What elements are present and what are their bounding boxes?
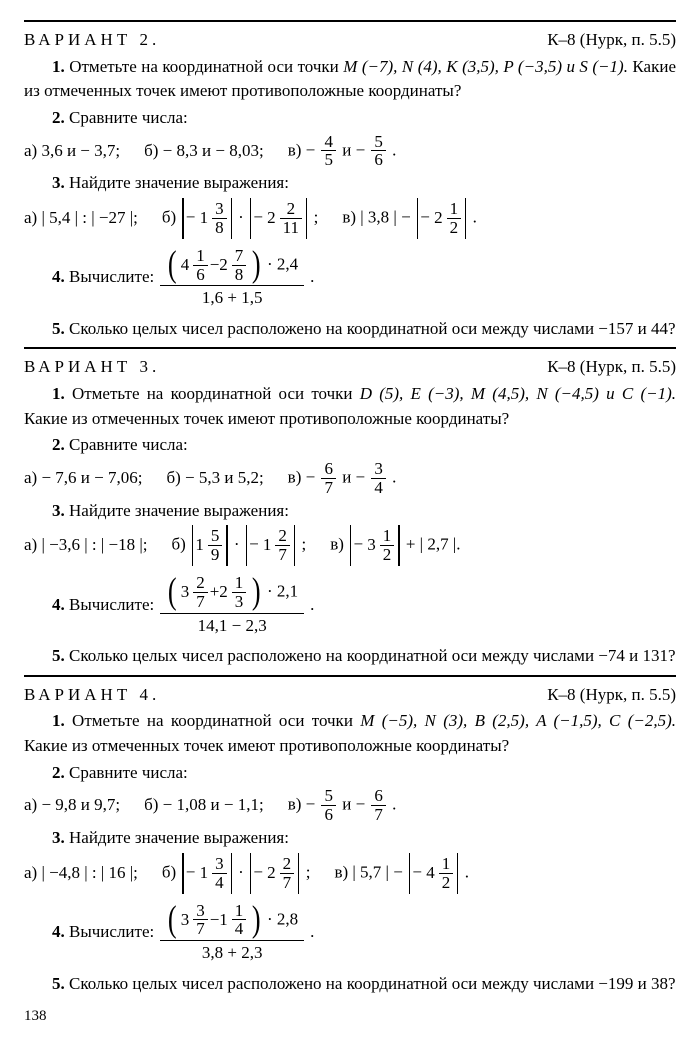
item-b: б) − 138 · − 2211 ;	[162, 198, 318, 239]
task-text: Вычислите:	[65, 267, 154, 286]
task-5: 5. Сколько целых чисел расположено на ко…	[24, 644, 676, 669]
task-3: 3. Найдите значение выражения:	[24, 171, 676, 196]
page-number: 138	[24, 1006, 676, 1028]
abs: − 138	[180, 198, 233, 239]
variant-title: ВАРИАНТ 4.	[24, 683, 160, 708]
task-5: 5. Сколько целых чисел расположено на ко…	[24, 972, 676, 997]
task-3: 3. Найдите значение выражения:	[24, 499, 676, 524]
paren: 416 − 278	[166, 247, 263, 284]
task-num: 5.	[52, 319, 65, 338]
task-2: 2. Сравните числа:	[24, 106, 676, 131]
task-5: 5. Сколько целых чисел расположено на ко…	[24, 317, 676, 342]
task-3: 3. Найдите значение выражения:	[24, 826, 676, 851]
abs: − 212	[415, 198, 468, 239]
item-c: в) | 3,8 | − − 212 .	[342, 198, 477, 239]
task-2: 2. Сравните числа:	[24, 761, 676, 786]
task-3-items: а) | 5,4 | : | −27 |; б) − 138 · − 2211 …	[24, 198, 676, 239]
task-2-items: а) − 9,8 и 9,7; б) − 1,08 и − 1,1; в) − …	[24, 787, 676, 824]
task-2: 2. Сравните числа:	[24, 433, 676, 458]
task-4: 4. Вычислите: 327 + 213 · 2,1 14,1 − 2,3…	[24, 568, 676, 642]
variant-title: ВАРИАНТ 3.	[24, 355, 160, 380]
big-fraction: 327 + 213 · 2,1 14,1 − 2,3	[160, 572, 304, 638]
fraction: 56	[371, 133, 386, 170]
task-4: 4. Вычислите: 416 − 278 · 2,4 1,6 + 1,5 …	[24, 241, 676, 315]
variant-header: ВАРИАНТ 3. К–8 (Нурк, п. 5.5)	[24, 355, 676, 380]
points: M (−7), N (4), K (3,5), P (−3,5) и S (−1…	[343, 57, 628, 76]
task-1: 1. Отметьте на координатной оси точки M …	[24, 709, 676, 758]
task-3-items: а) | −3,6 | : | −18 |; б) 159 · − 127 ; …	[24, 525, 676, 566]
task-text: Отметьте на координатной оси точки	[65, 57, 344, 76]
variant-3-block: ВАРИАНТ 3. К–8 (Нурк, п. 5.5) 1. Отметьт…	[24, 347, 676, 674]
big-fraction: 337 − 114 · 2,8 3,8 + 2,3	[160, 900, 304, 966]
task-1: 1. Отметьте на координатной оси точки D …	[24, 382, 676, 431]
task-num: 1.	[52, 57, 65, 76]
task-text: Сколько целых чисел расположено на коорд…	[65, 319, 676, 338]
item-a: а) 3,6 и − 3,7;	[24, 139, 120, 164]
item-c: в) − 45 и − 56 .	[288, 133, 397, 170]
task-3-items: а) | −4,8 | : | 16 |; б) − 134 · − 227 ;…	[24, 853, 676, 894]
variant-ref: К–8 (Нурк, п. 5.5)	[547, 683, 676, 708]
abs: − 2211	[248, 198, 309, 239]
task-num: 3.	[52, 173, 65, 192]
task-4: 4. Вычислите: 337 − 114 · 2,8 3,8 + 2,3 …	[24, 896, 676, 970]
variant-4-block: ВАРИАНТ 4. К–8 (Нурк, п. 5.5) 1. Отметьт…	[24, 675, 676, 1002]
variant-ref: К–8 (Нурк, п. 5.5)	[547, 355, 676, 380]
variant-ref: К–8 (Нурк, п. 5.5)	[547, 28, 676, 53]
item-a: а) | 5,4 | : | −27 |;	[24, 206, 138, 231]
fraction: 45	[321, 133, 336, 170]
variant-header: ВАРИАНТ 2. К–8 (Нурк, п. 5.5)	[24, 28, 676, 53]
task-2-items: а) − 7,6 и − 7,06; б) − 5,3 и 5,2; в) − …	[24, 460, 676, 497]
task-text: Найдите значение выражения:	[65, 173, 289, 192]
variant-title: ВАРИАНТ 2.	[24, 28, 160, 53]
task-1: 1. Отметьте на координатной оси точки M …	[24, 55, 676, 104]
task-text: Сравните числа:	[65, 108, 188, 127]
big-fraction: 416 − 278 · 2,4 1,6 + 1,5	[160, 245, 304, 311]
item-b: б) − 8,3 и − 8,03;	[144, 139, 264, 164]
task-num: 4.	[52, 267, 65, 286]
task-2-items: а) 3,6 и − 3,7; б) − 8,3 и − 8,03; в) − …	[24, 133, 676, 170]
variant-header: ВАРИАНТ 4. К–8 (Нурк, п. 5.5)	[24, 683, 676, 708]
task-num: 2.	[52, 108, 65, 127]
variant-2-block: ВАРИАНТ 2. К–8 (Нурк, п. 5.5) 1. Отметьт…	[24, 20, 676, 347]
